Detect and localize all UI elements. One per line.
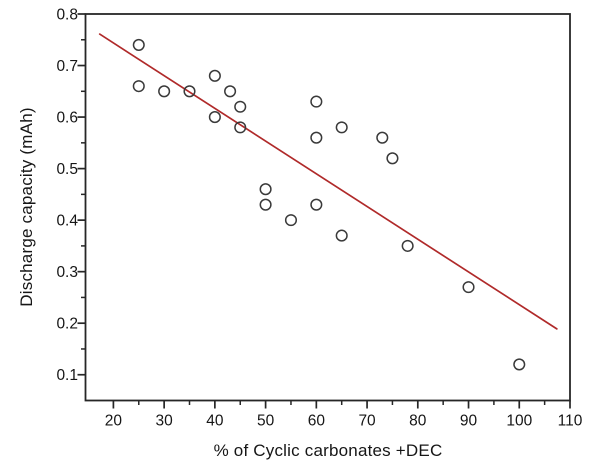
x-axis-tick-label: 100 <box>506 413 532 430</box>
plot-frame <box>84 13 571 402</box>
x-axis-tick-label: 80 <box>409 413 427 430</box>
y-axis-tick-label: 0.3 <box>56 264 78 281</box>
x-axis-tick-label: 20 <box>105 413 123 430</box>
data-point-marker <box>335 229 348 242</box>
data-point-marker <box>310 95 323 108</box>
data-point-marker <box>259 198 272 211</box>
x-axis-tick-label: 90 <box>460 413 478 430</box>
data-point-marker <box>513 358 526 371</box>
data-point-marker <box>386 152 399 165</box>
y-axis-tick-label: 0.2 <box>56 316 78 333</box>
data-point-marker <box>208 111 221 124</box>
data-point-marker <box>310 198 323 211</box>
y-axis-title: Discharge capacity (mAh) <box>17 107 36 307</box>
x-axis-tick-label: 40 <box>206 413 224 430</box>
y-axis-tick-label: 0.5 <box>56 161 78 178</box>
data-point-marker <box>284 214 298 227</box>
data-point-marker <box>310 131 323 144</box>
data-point-marker <box>234 100 247 113</box>
y-axis-tick-label: 0.6 <box>56 110 78 127</box>
x-axis-tick-label: 70 <box>358 413 376 430</box>
y-axis-tick-label: 0.7 <box>56 58 78 75</box>
y-axis-tick-label: 0.8 <box>56 7 78 24</box>
y-axis-tick-label: 0.1 <box>56 367 78 384</box>
x-axis-tick-label: 30 <box>156 413 174 430</box>
y-axis-tick-label: 0.4 <box>56 213 78 230</box>
data-point-marker <box>401 239 414 252</box>
trend-line <box>98 33 558 330</box>
x-axis-tick-label: 60 <box>308 413 326 430</box>
data-point-marker <box>234 121 247 134</box>
x-axis-tick-label: 50 <box>257 413 275 430</box>
data-point-marker <box>132 80 145 93</box>
x-axis-tick-label: 110 <box>558 413 583 430</box>
data-point-marker <box>462 281 475 294</box>
data-point-marker <box>158 85 171 98</box>
data-point-marker <box>224 85 237 98</box>
data-point-marker <box>132 38 145 51</box>
data-point-marker <box>208 69 221 82</box>
x-axis-title: % of Cyclic carbonates +DEC <box>213 441 443 460</box>
data-point-marker <box>376 131 389 144</box>
data-point-marker <box>335 121 348 134</box>
data-point-marker <box>259 183 272 196</box>
data-point-marker <box>183 85 196 98</box>
